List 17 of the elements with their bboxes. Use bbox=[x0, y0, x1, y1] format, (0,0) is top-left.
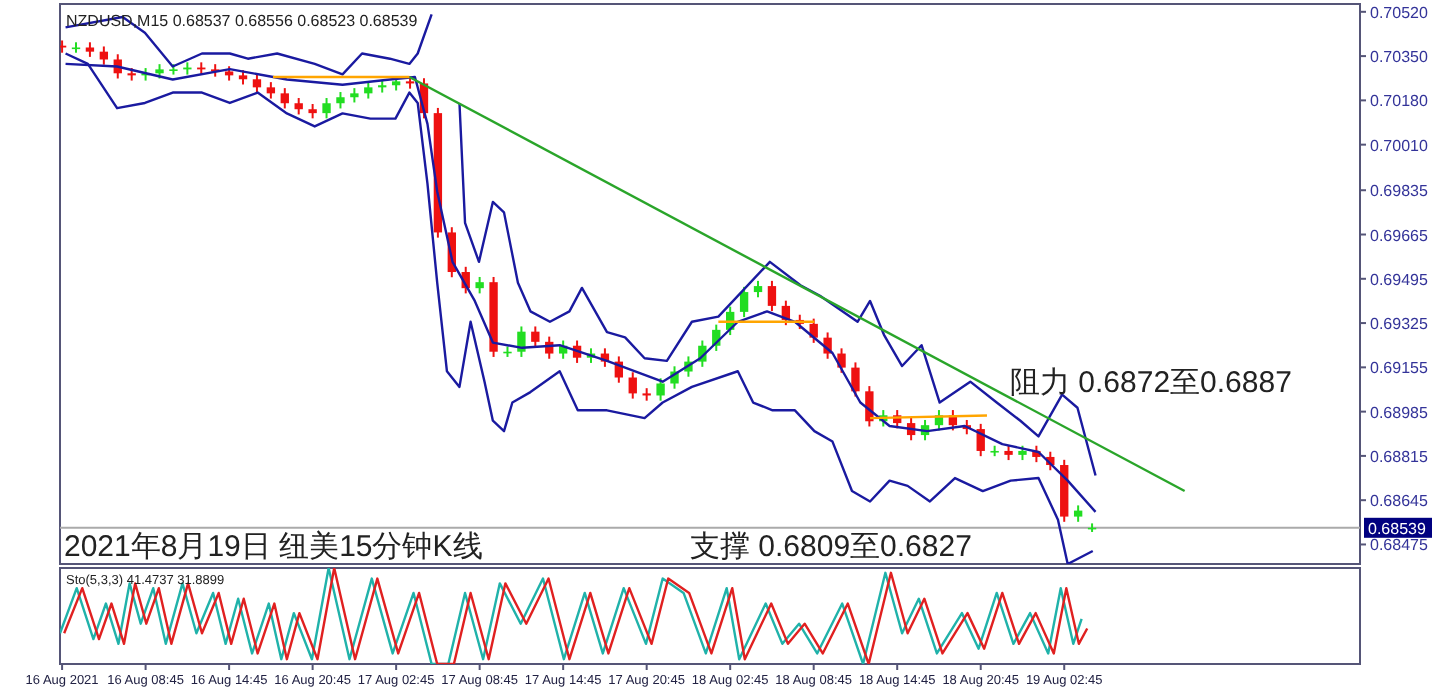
annotation: 阻力 0.6872至0.6887 bbox=[1010, 366, 1292, 400]
y-tick-label: 0.68475 bbox=[1370, 536, 1429, 555]
y-tick-label: 0.70180 bbox=[1370, 92, 1429, 111]
annotation: 支撑 0.6809至0.6827 bbox=[690, 530, 972, 564]
annotation: 2021年8月19日 纽美15分钟K线 bbox=[64, 530, 483, 564]
y-tick-label: 0.69495 bbox=[1370, 270, 1429, 289]
y-tick-label: 0.69155 bbox=[1370, 359, 1429, 378]
y-tick-label: 0.70520 bbox=[1370, 3, 1429, 22]
y-tick-label: 0.69835 bbox=[1370, 182, 1429, 201]
y-tick-label: 0.68645 bbox=[1370, 492, 1429, 511]
y-tick-label: 0.69325 bbox=[1370, 315, 1429, 334]
ref-line-label: 0.68539 bbox=[1368, 519, 1427, 538]
y-tick-label: 0.70350 bbox=[1370, 48, 1429, 67]
y-tick-label: 0.70010 bbox=[1370, 136, 1429, 155]
y-tick-label: 0.69665 bbox=[1370, 226, 1429, 245]
y-tick-label: 0.68985 bbox=[1370, 403, 1429, 422]
y-tick-label: 0.68815 bbox=[1370, 447, 1429, 466]
